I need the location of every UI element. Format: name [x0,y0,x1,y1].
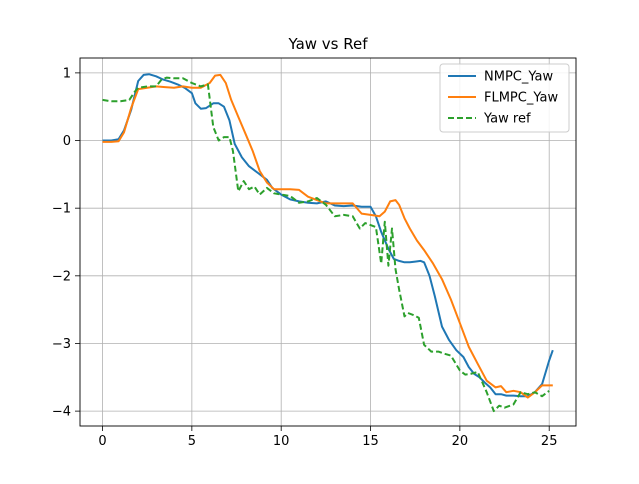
legend: NMPC_Yaw FLMPC_Yaw Yaw ref [439,63,570,133]
y-tick-label: 1 [63,66,71,81]
legend-label-flmpc-yaw: FLMPC_Yaw [484,91,558,106]
legend-label-yaw-ref: Yaw ref [483,112,531,127]
series-line-flmpc-yaw [102,73,553,399]
chart-title: Yaw vs Ref [287,35,368,53]
axis-ticks: 0 5 10 15 20 25 −4 −3 −2 −1 0 1 [52,66,558,449]
plot-area-frame [79,57,577,427]
y-tick-label: −4 [52,405,71,420]
y-tick-label: 0 [63,134,71,149]
x-tick-label: 25 [541,434,558,449]
legend-box [439,63,570,133]
series-lines [102,73,554,413]
series-line-nmpc-yaw [102,73,554,398]
legend-label-nmpc-yaw: NMPC_Yaw [484,70,553,85]
x-tick-label: 5 [188,434,196,449]
grid [80,58,576,426]
x-tick-label: 15 [362,434,379,449]
y-tick-label: −3 [52,337,71,352]
series-line-yaw-ref [102,76,550,413]
x-tick-label: 20 [452,434,469,449]
x-tick-label: 10 [273,434,290,449]
x-tick-label: 0 [98,434,106,449]
y-tick-label: −1 [52,202,71,217]
y-tick-label: −2 [52,269,71,284]
